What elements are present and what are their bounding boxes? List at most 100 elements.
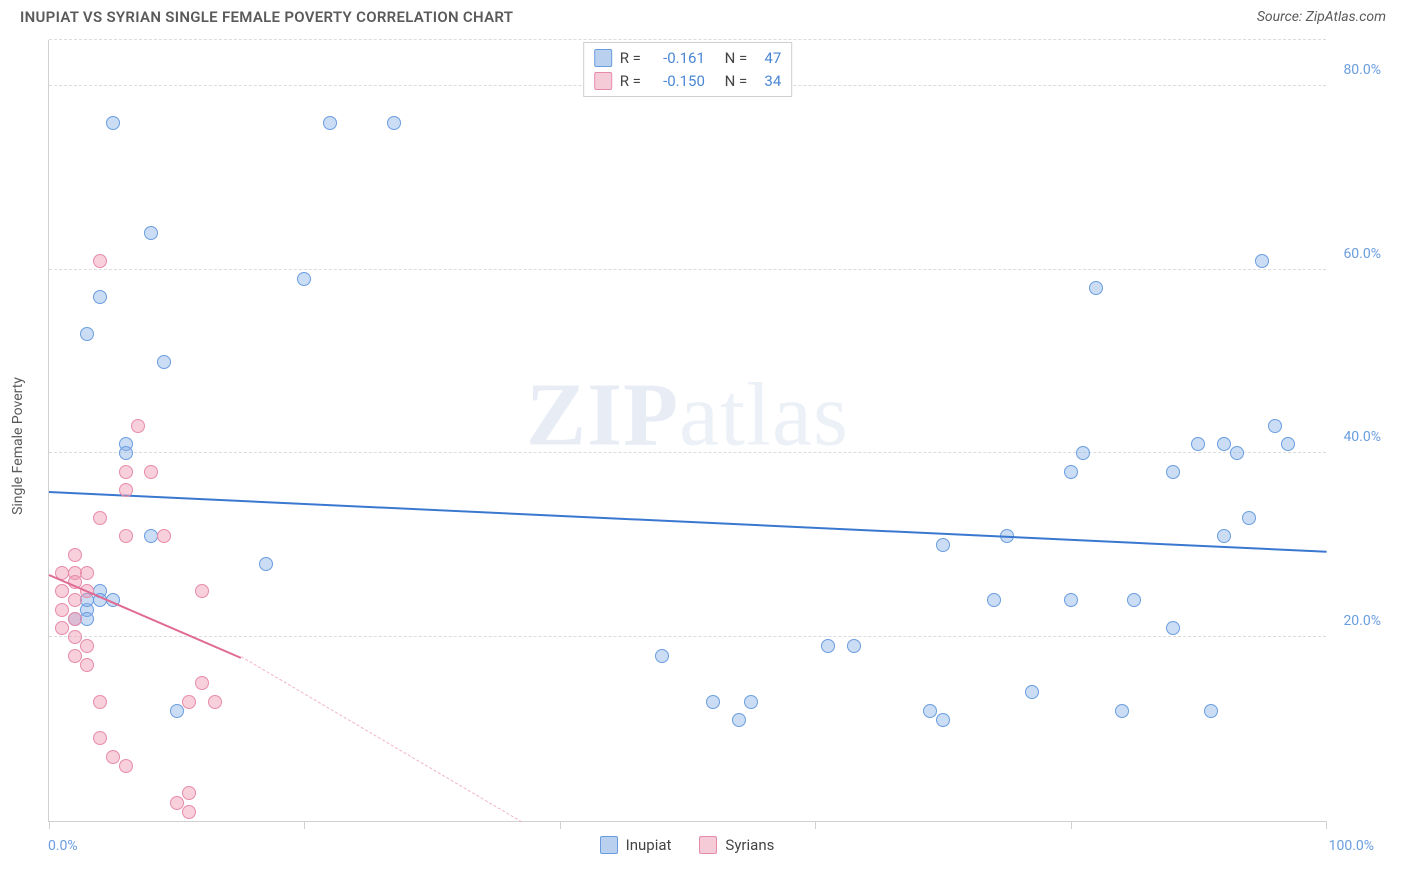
data-point [195, 584, 209, 598]
data-point [1115, 704, 1129, 718]
x-tick [1326, 821, 1327, 829]
data-point [1166, 621, 1180, 635]
y-tick-label: 60.0% [1343, 246, 1381, 262]
chart-container: Single Female Poverty ZIPatlas R = -0.16… [48, 40, 1386, 852]
data-point [1217, 437, 1231, 451]
x-tick [49, 821, 50, 829]
data-point [208, 695, 222, 709]
data-point [821, 639, 835, 653]
legend-correlation: R = -0.161 N = 47 R = -0.150 N = 34 [583, 42, 793, 97]
y-tick-label: 20.0% [1343, 613, 1381, 629]
data-point [55, 603, 69, 617]
y-tick-label: 40.0% [1343, 429, 1381, 445]
data-point [259, 557, 273, 571]
legend-n-label: N = [725, 47, 748, 70]
data-point [80, 327, 94, 341]
data-point [1191, 437, 1205, 451]
data-point [1025, 685, 1039, 699]
data-point [923, 704, 937, 718]
data-point [1127, 593, 1141, 607]
x-axis-min-label: 0.0% [48, 838, 78, 854]
x-tick [815, 821, 816, 829]
data-point [387, 116, 401, 130]
data-point [93, 254, 107, 268]
legend-series: Inupiat Syrians [48, 836, 1326, 854]
data-point [1255, 254, 1269, 268]
x-tick [1071, 821, 1072, 829]
data-point [936, 713, 950, 727]
data-point [182, 695, 196, 709]
data-point [706, 695, 720, 709]
data-point [744, 695, 758, 709]
gridline [49, 269, 1326, 270]
data-point [144, 465, 158, 479]
data-point [170, 704, 184, 718]
legend-n-value-inupiat: 47 [755, 47, 781, 70]
legend-item-inupiat: Inupiat [600, 836, 672, 854]
data-point [131, 419, 145, 433]
chart-source: Source: ZipAtlas.com [1257, 9, 1386, 25]
watermark: ZIPatlas [526, 363, 849, 466]
legend-r-label: R = [620, 70, 641, 93]
data-point [157, 529, 171, 543]
gridline [49, 39, 1326, 40]
y-axis-title: Single Female Poverty [10, 377, 26, 515]
data-point [1064, 593, 1078, 607]
gridline [49, 452, 1326, 453]
data-point [1166, 465, 1180, 479]
legend-row-inupiat: R = -0.161 N = 47 [594, 47, 782, 70]
legend-n-label: N = [725, 70, 748, 93]
data-point [157, 355, 171, 369]
data-point [987, 593, 1001, 607]
legend-r-label: R = [620, 47, 641, 70]
data-point [80, 612, 94, 626]
data-point [182, 786, 196, 800]
data-point [182, 805, 196, 819]
data-point [1064, 465, 1078, 479]
data-point [55, 584, 69, 598]
legend-swatch-inupiat [594, 49, 612, 67]
legend-label-inupiat: Inupiat [626, 836, 672, 854]
x-tick [304, 821, 305, 829]
data-point [93, 511, 107, 525]
legend-r-value-syrians: -0.150 [649, 70, 705, 93]
data-point [1217, 529, 1231, 543]
data-point [68, 630, 82, 644]
data-point [119, 529, 133, 543]
data-point [847, 639, 861, 653]
data-point [68, 593, 82, 607]
legend-swatch-inupiat [600, 836, 618, 854]
data-point [106, 116, 120, 130]
legend-r-value-inupiat: -0.161 [649, 47, 705, 70]
data-point [297, 272, 311, 286]
data-point [144, 226, 158, 240]
data-point [323, 116, 337, 130]
legend-label-syrians: Syrians [725, 836, 774, 854]
trend-line [49, 491, 1327, 553]
data-point [80, 566, 94, 580]
trend-line [240, 656, 522, 822]
data-point [93, 290, 107, 304]
x-axis-max-label: 100.0% [1329, 838, 1374, 854]
data-point [80, 658, 94, 672]
x-tick [560, 821, 561, 829]
data-point [119, 465, 133, 479]
data-point [1204, 704, 1218, 718]
watermark-prefix: ZIP [526, 365, 679, 464]
data-point [1076, 446, 1090, 460]
data-point [119, 446, 133, 460]
data-point [655, 649, 669, 663]
plot-area: ZIPatlas R = -0.161 N = 47 R = -0.150 N … [48, 40, 1326, 822]
data-point [1230, 446, 1244, 460]
legend-swatch-syrians [699, 836, 717, 854]
data-point [106, 750, 120, 764]
data-point [68, 548, 82, 562]
watermark-suffix: atlas [679, 365, 849, 464]
gridline [49, 636, 1326, 637]
legend-n-value-syrians: 34 [755, 70, 781, 93]
legend-item-syrians: Syrians [699, 836, 774, 854]
data-point [55, 621, 69, 635]
data-point [1089, 281, 1103, 295]
data-point [68, 612, 82, 626]
data-point [195, 676, 209, 690]
